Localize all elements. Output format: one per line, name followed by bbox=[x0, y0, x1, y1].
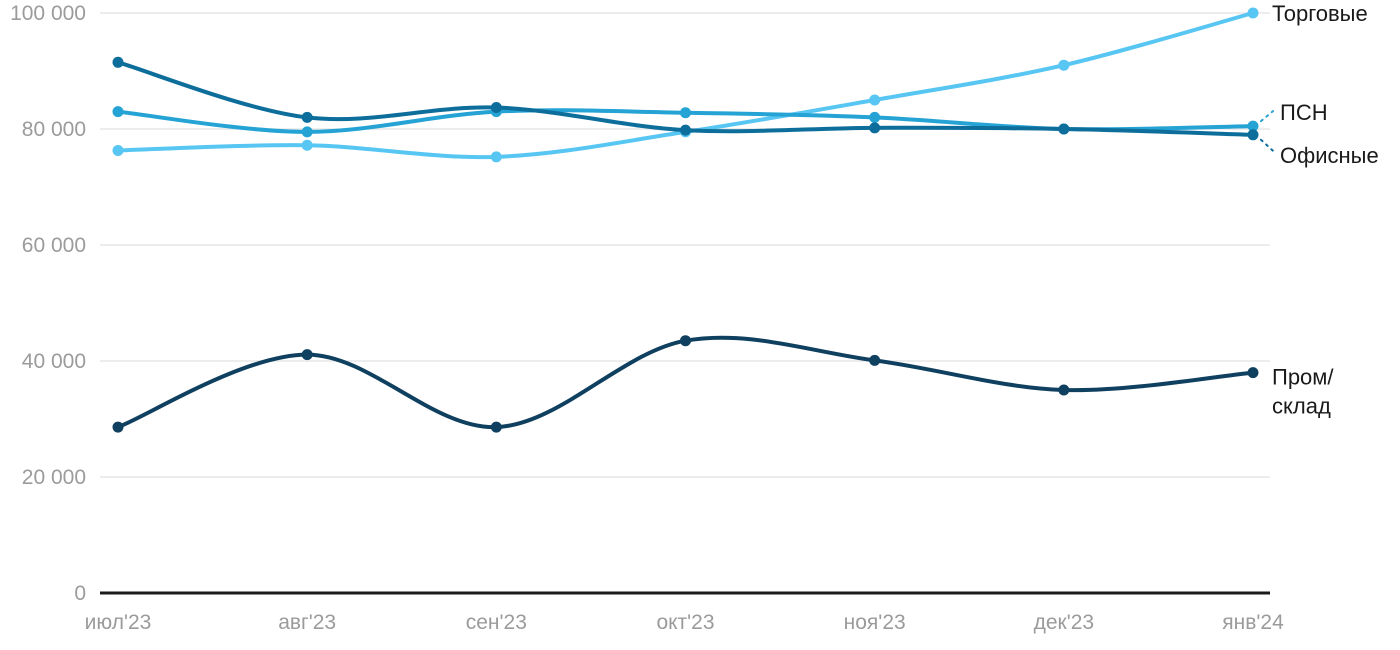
data-point-prom-sklad[interactable] bbox=[301, 349, 313, 361]
series-line-prom-sklad bbox=[116, 335, 1255, 430]
data-point-prom-sklad[interactable] bbox=[490, 421, 502, 433]
data-point-psn[interactable] bbox=[1247, 120, 1259, 132]
data-point-psn[interactable] bbox=[301, 126, 313, 138]
data-point-ofisnye[interactable] bbox=[1247, 129, 1259, 141]
data-point-torgovye[interactable] bbox=[490, 151, 502, 163]
data-point-ofisnye[interactable] bbox=[301, 111, 313, 123]
data-point-prom-sklad[interactable] bbox=[680, 335, 691, 347]
data-point-torgovye[interactable] bbox=[112, 144, 124, 156]
x-tick-label: авг'23 bbox=[278, 611, 336, 634]
x-tick-label: ноя'23 bbox=[844, 611, 906, 634]
y-tick-label: 100 000 bbox=[10, 2, 86, 25]
data-point-psn[interactable] bbox=[112, 106, 124, 118]
data-point-torgovye[interactable] bbox=[1058, 59, 1070, 71]
series-line-ofisnye bbox=[116, 60, 1255, 137]
data-point-ofisnye[interactable] bbox=[680, 124, 691, 136]
data-point-prom-sklad[interactable] bbox=[112, 421, 124, 433]
leader-line-psn bbox=[1260, 110, 1274, 123]
leader-line-ofisnye bbox=[1260, 138, 1274, 152]
data-point-prom-sklad[interactable] bbox=[869, 354, 881, 366]
y-tick-label: 0 bbox=[74, 582, 86, 605]
x-tick-label: янв'24 bbox=[1222, 611, 1284, 634]
data-point-psn[interactable] bbox=[869, 111, 881, 123]
x-tick-label: дек'23 bbox=[1034, 611, 1095, 634]
y-tick-label: 80 000 bbox=[22, 118, 86, 141]
data-point-ofisnye[interactable] bbox=[869, 122, 881, 134]
data-point-torgovye[interactable] bbox=[1247, 7, 1259, 19]
data-point-psn[interactable] bbox=[680, 107, 691, 119]
x-tick-label: окт'23 bbox=[656, 611, 714, 634]
data-point-torgovye[interactable] bbox=[869, 94, 881, 106]
data-point-prom-sklad[interactable] bbox=[1247, 367, 1259, 379]
data-point-torgovye[interactable] bbox=[301, 139, 313, 151]
y-tick-label: 40 000 bbox=[22, 350, 86, 373]
y-tick-label: 60 000 bbox=[22, 234, 86, 257]
x-tick-label: июл'23 bbox=[85, 611, 152, 634]
series-label-psn: ПСН bbox=[1280, 100, 1328, 125]
data-point-ofisnye[interactable] bbox=[112, 56, 124, 68]
series-label-ofisnye: Офисные bbox=[1280, 143, 1379, 168]
series-label-prom-sklad: Пром/ bbox=[1272, 365, 1334, 390]
series-label-prom-sklad: склад bbox=[1272, 394, 1331, 419]
data-point-prom-sklad[interactable] bbox=[1058, 384, 1070, 396]
data-point-ofisnye[interactable] bbox=[1058, 123, 1070, 135]
x-tick-label: сен'23 bbox=[466, 611, 527, 634]
data-point-ofisnye[interactable] bbox=[490, 102, 502, 114]
series-label-torgovye: Торговые bbox=[1272, 1, 1368, 26]
y-tick-label: 20 000 bbox=[22, 466, 86, 489]
